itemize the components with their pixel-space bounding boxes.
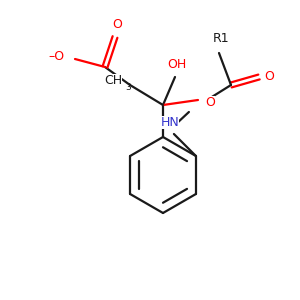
Text: –O: –O bbox=[49, 50, 65, 64]
Text: O: O bbox=[205, 95, 215, 109]
Text: 3: 3 bbox=[125, 82, 131, 91]
Text: OH: OH bbox=[167, 58, 187, 71]
Text: O: O bbox=[264, 70, 274, 83]
Text: CH: CH bbox=[104, 74, 122, 86]
Text: HN: HN bbox=[160, 116, 179, 128]
Text: O: O bbox=[112, 19, 122, 32]
Text: R1: R1 bbox=[213, 32, 229, 46]
